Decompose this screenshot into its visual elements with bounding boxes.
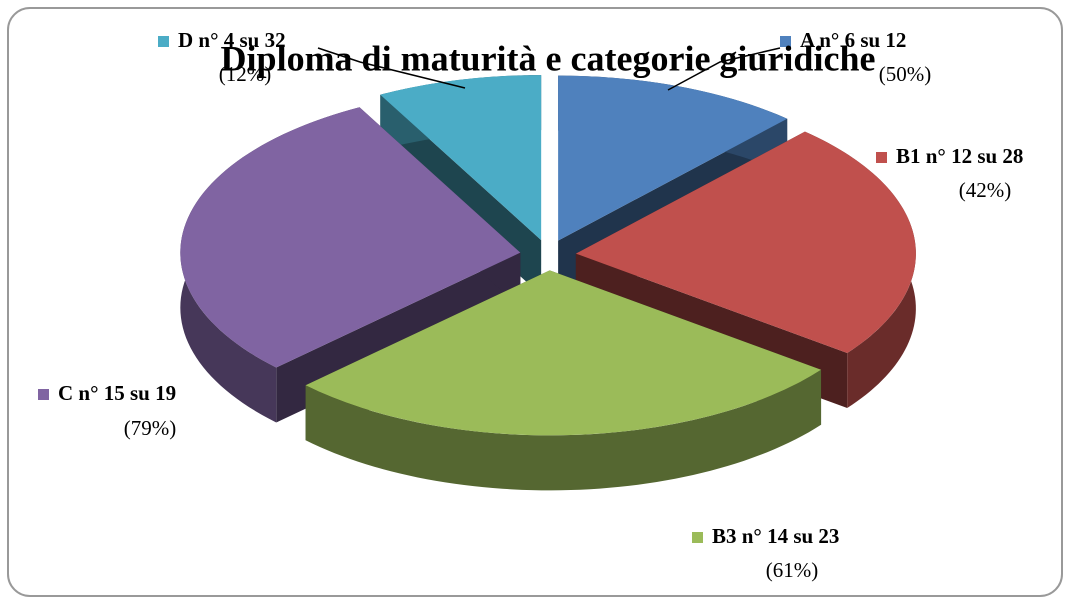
label-key (692, 532, 703, 543)
label-key (780, 36, 791, 47)
chart-title: Diploma di maturità e categorie giuridic… (221, 38, 876, 78)
leader-line (317, 47, 466, 89)
labels: A n° 6 su 12 (50%) B1 n° 12 su 28 (42%) B3 n… (38, 28, 1023, 582)
label-key (876, 152, 887, 163)
percent-label: (42%) (959, 178, 1011, 202)
data-label: B3 n° 14 su 23 (712, 524, 839, 548)
pie (180, 75, 916, 491)
data-label: C n° 15 su 19 (58, 381, 176, 405)
data-label: D n° 4 su 32 (178, 28, 286, 52)
percent-label: (12%) (219, 62, 271, 86)
data-label: A n° 6 su 12 (800, 28, 906, 52)
leader-line (667, 47, 781, 91)
percent-label: (79%) (124, 416, 176, 440)
slice (380, 75, 542, 241)
slice (180, 107, 521, 368)
data-label: B1 n° 12 su 28 (896, 144, 1023, 168)
label-key (38, 389, 49, 400)
percent-label: (50%) (879, 62, 931, 86)
slice (575, 131, 916, 354)
slice (558, 75, 788, 241)
percent-label: (61%) (766, 558, 818, 582)
slice-side (305, 369, 822, 491)
label-key (158, 36, 169, 47)
slice (305, 270, 822, 436)
